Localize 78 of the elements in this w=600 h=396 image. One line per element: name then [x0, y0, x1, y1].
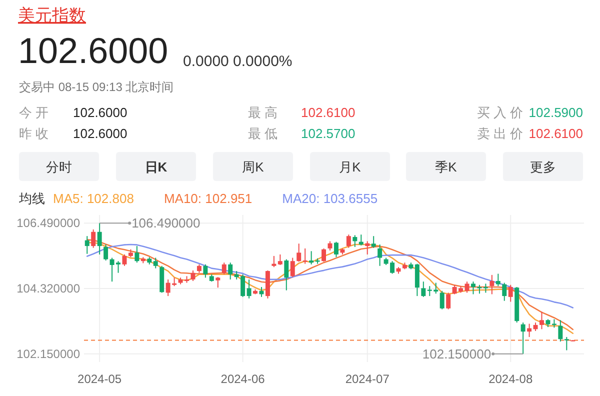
candlestick: [190, 270, 196, 282]
text: MA10: 102.951: [164, 191, 252, 206]
candlestick: [153, 257, 158, 269]
x-tick-label: 2024-06: [220, 372, 266, 386]
candlestick: [471, 281, 476, 295]
text: 卖 出 价: [477, 126, 524, 141]
text: 最 高: [248, 105, 278, 120]
candlestick: [84, 236, 90, 254]
candlestick: [527, 323, 532, 338]
text: 日K: [144, 160, 168, 174]
candlestick: [104, 244, 108, 261]
candlestick: [558, 320, 563, 342]
text: 0.0000 0.0000%: [183, 53, 292, 70]
candlestick: [414, 263, 420, 297]
candlestick: [203, 264, 208, 278]
y-tick-label: 104.320000: [16, 282, 80, 296]
candlestick: [421, 281, 426, 298]
x-tick-label: 2024-05: [78, 372, 122, 386]
candlestick: [334, 241, 338, 258]
text: 交易中 08-15 09:13 北京时间: [19, 80, 174, 94]
candlestick: [122, 254, 127, 266]
candlestick: [228, 262, 233, 280]
text: 分时: [46, 160, 72, 174]
candlestick: [322, 248, 326, 262]
legend-title: 均线: [18, 191, 45, 206]
candlestick: [91, 228, 96, 248]
candlestick: [358, 234, 364, 246]
candlestick: [309, 250, 314, 265]
text: 周K: [242, 160, 264, 174]
candlestick: [378, 244, 382, 266]
line-series: [86, 244, 574, 308]
text: 买 入 价: [477, 105, 524, 120]
candlestick: [346, 234, 351, 248]
x-tick-label: 2024-07: [345, 372, 390, 386]
candlestick: [440, 290, 444, 310]
candlestick: [446, 292, 451, 310]
text: 更多: [530, 160, 556, 174]
text: 昨 收: [19, 126, 49, 141]
text: MA5: 102.808: [53, 191, 134, 206]
candlestick: [272, 255, 276, 268]
candlestick: [284, 258, 289, 291]
annotation: 102.150000: [422, 346, 492, 362]
candlestick: [490, 274, 494, 295]
candlestick: [246, 278, 252, 299]
x-tick-label: 2024-08: [488, 372, 533, 386]
text: 102.6000: [73, 105, 128, 120]
candlestick: [365, 240, 370, 255]
candlestick: [290, 257, 295, 278]
candlestick: [502, 282, 507, 302]
text: 102.6100: [528, 126, 583, 141]
text: 102.6100: [301, 105, 356, 120]
text: MA20: 103.6555: [282, 191, 378, 206]
candlestick: [371, 236, 376, 248]
chart-title: 美元指数: [18, 6, 86, 25]
candlestick: [134, 246, 140, 264]
candlestick: [97, 222, 102, 255]
text: 102.6000: [18, 30, 168, 71]
y-tick-label: 102.150000: [16, 346, 80, 361]
candlestick: [352, 234, 358, 248]
candlestick: [278, 254, 282, 266]
text: 今 开: [19, 105, 49, 120]
candlestick: [464, 281, 470, 294]
annotation: 106.490000: [132, 216, 200, 231]
text: 月K: [339, 160, 362, 174]
chart-subtitle: 102.6000: [73, 126, 128, 141]
candlestick: [496, 273, 500, 287]
candlestick: [508, 284, 513, 302]
text: 102.5700: [301, 126, 356, 141]
candlestick: [520, 322, 526, 354]
candlestick: [296, 243, 302, 262]
text: 最 低: [248, 126, 278, 141]
candlestick: [216, 276, 220, 288]
candlestick: [540, 311, 544, 330]
text: 季K: [435, 160, 458, 174]
text: 102.5900: [528, 105, 583, 120]
y-tick-label: 106.490000: [16, 216, 80, 230]
candlestick: [222, 262, 226, 275]
candlestick: [564, 336, 569, 351]
